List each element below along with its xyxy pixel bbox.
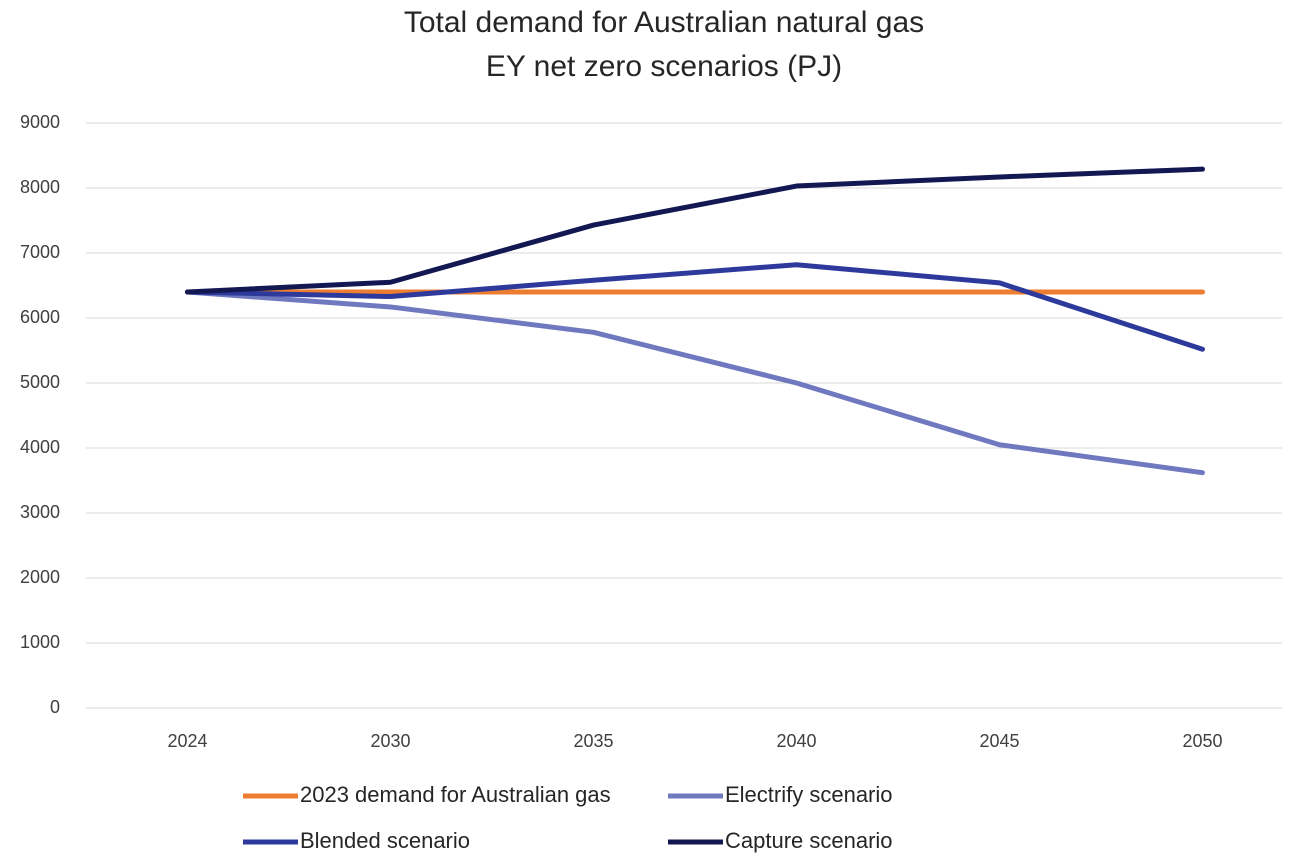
x-tick-label: 2030 [370, 731, 410, 751]
y-tick-label: 0 [50, 697, 60, 717]
x-tick-label: 2024 [167, 731, 207, 751]
legend-label: 2023 demand for Australian gas [300, 782, 611, 807]
x-tick-label: 2050 [1182, 731, 1222, 751]
chart-subtitle: EY net zero scenarios (PJ) [486, 50, 842, 83]
y-tick-label: 6000 [20, 307, 60, 327]
y-tick-label: 7000 [20, 242, 60, 262]
y-tick-label: 9000 [20, 112, 60, 132]
y-tick-label: 2000 [20, 567, 60, 587]
x-tick-label: 2045 [979, 731, 1019, 751]
legend-label: Blended scenario [300, 828, 470, 853]
legend-label: Electrify scenario [725, 782, 893, 807]
y-tick-label: 4000 [20, 437, 60, 457]
y-tick-label: 8000 [20, 177, 60, 197]
x-tick-label: 2035 [573, 731, 613, 751]
series-line [185, 166, 1205, 295]
series-line [185, 289, 1205, 476]
y-tick-label: 5000 [20, 372, 60, 392]
y-tick-label: 3000 [20, 502, 60, 522]
legend-label: Capture scenario [725, 828, 893, 853]
series-line [185, 262, 1205, 352]
x-tick-label: 2040 [776, 731, 816, 751]
y-tick-label: 1000 [20, 632, 60, 652]
chart-title: Total demand for Australian natural gas [404, 6, 924, 39]
